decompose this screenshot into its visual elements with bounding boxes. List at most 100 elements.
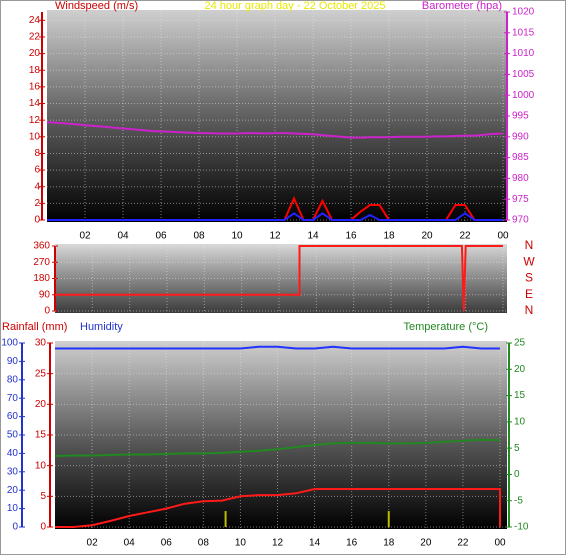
x-tick-label: 00 [494,538,506,549]
series-line [54,438,501,457]
y2-tick-label: 985 [512,152,529,163]
y-tick-label: 5 [40,491,46,502]
y-axis-label: Windspeed (m/s) [55,0,138,12]
x-tick-label: 18 [383,231,395,242]
series-line [55,345,500,350]
y3-tick-label: 90 [7,356,19,367]
y-tick-label: 18 [29,65,41,76]
x-tick-label: 14 [309,538,321,549]
y2-axis-label: Temperature (°C) [404,321,488,333]
y3-axis-label: Humidity [80,321,123,333]
y2-tick-label: 0 [514,469,520,480]
y2-tick-label: 995 [512,111,529,122]
x-tick-label: 10 [235,538,247,549]
y3-tick-label: 70 [7,393,19,404]
series-line [55,245,503,312]
rain-rate-bar [224,511,227,527]
y-tick-label: 0 [44,306,50,317]
y-tick-label: 20 [35,399,47,410]
y3-tick-label: 60 [7,411,19,422]
x-tick-label: 08 [193,231,205,242]
y2-tick-label: 1015 [512,27,535,38]
x-tick-label: 10 [231,231,243,242]
y3-tick-label: 20 [7,485,19,496]
y-tick-label: 16 [29,82,41,93]
y2-tick-label: 25 [514,338,526,349]
y-tick-label: 22 [29,32,41,43]
y2-tick-label: 975 [512,194,529,205]
x-tick-label: 16 [345,231,357,242]
y-tick-label: 14 [29,98,41,109]
y2-tick-label: 20 [514,364,526,375]
y2-tick-label: 1020 [512,7,535,18]
y-tick-label: 30 [35,338,47,349]
y2-tick-label: E [525,287,533,301]
x-tick-label: 16 [346,538,358,549]
y-axis-label: Rainfall (mm) [2,321,67,333]
rain-rate-bar [387,511,390,527]
plot-area [47,10,507,222]
x-tick-label: 04 [124,538,136,549]
y2-axis-label: Barometer (hpa) [422,0,502,12]
x-tick-label: 02 [79,231,91,242]
y-tick-label: 2 [34,198,40,209]
y-tick-label: 20 [29,48,41,59]
y2-tick-label: 5 [514,443,520,454]
x-tick-label: 20 [420,538,432,549]
series-line [55,488,501,528]
y2-tick-label: 1010 [512,48,535,59]
x-tick-label: 00 [497,231,509,242]
y-tick-label: 10 [29,131,41,142]
x-tick-label: 12 [272,538,284,549]
y-tick-label: 180 [33,273,50,284]
x-tick-label: 04 [117,231,129,242]
y2-tick-label: 1000 [512,90,535,101]
x-tick-label: 20 [421,231,433,242]
y3-tick-label: 100 [1,338,18,349]
y-tick-label: 270 [33,257,50,268]
y2-tick-label: 980 [512,173,529,184]
y3-tick-label: 80 [7,374,19,385]
y-tick-label: 4 [34,181,40,192]
y3-tick-label: 0 [12,522,18,533]
y2-tick-label: -10 [514,522,529,533]
y-tick-label: 90 [39,289,51,300]
series-line [46,121,504,139]
y2-tick-label: 1005 [512,69,535,80]
y2-tick-label: 15 [514,390,526,401]
y2-tick-label: N [525,303,534,317]
y3-tick-label: 50 [7,430,19,441]
x-tick-label: 14 [307,231,319,242]
x-tick-label: 18 [383,538,395,549]
y2-tick-label: 970 [512,215,529,226]
y2-tick-label: -5 [514,495,523,506]
y-tick-label: 24 [29,15,41,26]
x-tick-label: 02 [87,538,99,549]
y2-tick-label: N [525,238,534,252]
y-tick-label: 0 [34,215,40,226]
y-tick-label: 10 [35,460,47,471]
y-tick-label: 25 [35,368,47,379]
y3-tick-label: 40 [7,448,19,459]
x-tick-label: 08 [198,538,210,549]
y2-tick-label: W [523,254,535,268]
y-tick-label: 8 [34,148,40,159]
y-tick-label: 12 [29,115,41,126]
chart-title: 24 hour graph day - 22 October 2025 [204,0,385,12]
y2-tick-label: 990 [512,131,529,142]
x-tick-label: 22 [457,538,469,549]
y3-tick-label: 30 [7,466,19,477]
x-tick-label: 06 [161,538,173,549]
series-line [47,212,503,221]
y-tick-label: 6 [34,165,40,176]
y-tick-label: 0 [40,522,46,533]
y3-tick-label: 10 [7,503,19,514]
x-tick-label: 06 [155,231,167,242]
x-tick-label: 22 [459,231,471,242]
y-tick-label: 360 [33,241,50,252]
x-tick-label: 12 [269,231,281,242]
y2-tick-label: 10 [514,416,526,427]
y2-tick-label: S [525,271,533,285]
y-tick-label: 15 [35,430,47,441]
